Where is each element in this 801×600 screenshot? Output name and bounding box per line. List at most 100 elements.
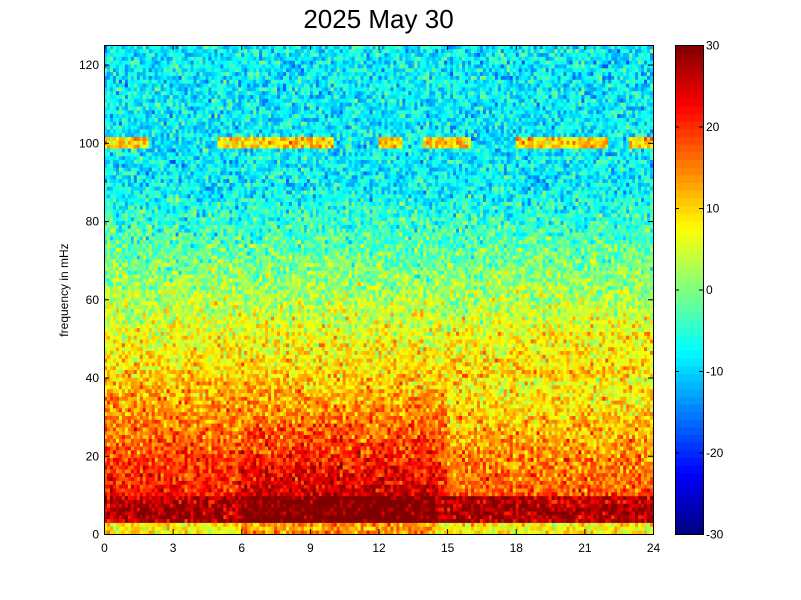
heatmap-cell [142,201,147,206]
heatmap-cell [133,98,138,103]
heatmap-cell [154,480,159,485]
heatmap-cell [121,83,126,88]
heatmap-cell [193,346,197,352]
heatmap-cell [205,385,209,390]
heatmap-cell [169,140,174,145]
heatmap-cell [205,190,209,195]
heatmap-cell [160,411,165,416]
heatmap-cell [160,140,165,145]
heatmap-cell [172,251,177,256]
heatmap-cell [127,320,132,325]
heatmap-cell [202,132,206,138]
heatmap-cell [175,323,179,329]
heatmap-cell [145,190,150,195]
heatmap-cell [127,232,132,237]
heatmap-cell [178,362,182,367]
heatmap-cell [160,236,165,241]
heatmap-cell [133,339,138,344]
heatmap-cell [190,121,194,126]
heatmap-cell [163,236,168,241]
heatmap-cell [118,281,123,287]
heatmap-cell [109,362,114,367]
heatmap-cell [199,155,203,161]
heatmap-cell [187,522,191,527]
heatmap-cell [217,308,221,313]
heatmap-cell [118,335,123,340]
heatmap-cell [121,514,126,520]
heatmap-cell [199,511,203,516]
heatmap-cell [208,331,212,336]
heatmap-cell [121,274,126,279]
heatmap-cell [217,518,221,523]
heatmap-cell [166,243,171,248]
heatmap-cell [133,457,138,462]
heatmap-cell [145,125,150,130]
heatmap-cell [124,369,129,374]
heatmap-cell [178,151,182,157]
heatmap-cell [148,174,153,180]
heatmap-cell [115,278,120,283]
heatmap-cell [106,434,111,439]
heatmap-cell [130,52,135,57]
heatmap-cell [211,304,215,309]
heatmap-cell [104,476,108,481]
heatmap-cell [112,312,117,317]
heatmap-cell [172,423,177,428]
heatmap-cell [133,411,138,416]
heatmap-cell [190,140,194,145]
heatmap-cell [214,369,218,374]
heatmap-cell [184,503,188,508]
heatmap-cell [104,400,108,405]
heatmap-cell [175,411,179,416]
heatmap-cell [112,320,117,325]
heatmap-cell [139,507,144,512]
heatmap-cell [118,339,123,344]
heatmap-cell [169,117,174,122]
heatmap-cell [106,285,111,290]
heatmap-cell [109,106,114,111]
heatmap-cell [154,216,159,222]
heatmap-cell [160,392,165,397]
heatmap-cell [184,182,188,187]
heatmap-cell [178,159,182,164]
heatmap-cell [211,446,215,451]
heatmap-cell [181,442,185,447]
heatmap-cell [115,98,120,103]
heatmap-cell [214,289,218,294]
heatmap-cell [163,480,168,485]
heatmap-cell [211,449,215,455]
heatmap-cell [202,507,206,512]
heatmap-cell [217,79,221,84]
heatmap-cell [148,323,153,329]
heatmap-cell [142,530,147,535]
heatmap-cell [124,499,129,504]
heatmap-cell [199,274,203,279]
heatmap-cell [121,236,126,241]
heatmap-cell [166,446,171,451]
heatmap-cell [196,151,200,157]
heatmap-cell [104,469,108,474]
heatmap-cell [169,52,174,57]
heatmap-cell [121,434,126,439]
heatmap-cell [160,201,165,206]
heatmap-cell [211,430,215,436]
heatmap-cell [184,174,188,180]
heatmap-cell [124,453,129,458]
heatmap-cell [205,381,209,386]
heatmap-cell [104,236,108,241]
heatmap-cell [190,56,194,61]
heatmap-cell [127,480,132,485]
heatmap-cell [163,109,168,115]
heatmap-cell [154,132,159,138]
heatmap-cell [160,258,165,264]
heatmap-cell [184,52,188,57]
heatmap-cell [142,90,147,96]
heatmap-cell [133,469,138,474]
heatmap-cell [130,87,135,92]
heatmap-cell [124,495,129,501]
heatmap-cell [175,151,179,157]
heatmap-cell [169,434,174,439]
heatmap-cell [127,98,132,103]
heatmap-cell [166,522,171,527]
heatmap-cell [112,144,117,149]
